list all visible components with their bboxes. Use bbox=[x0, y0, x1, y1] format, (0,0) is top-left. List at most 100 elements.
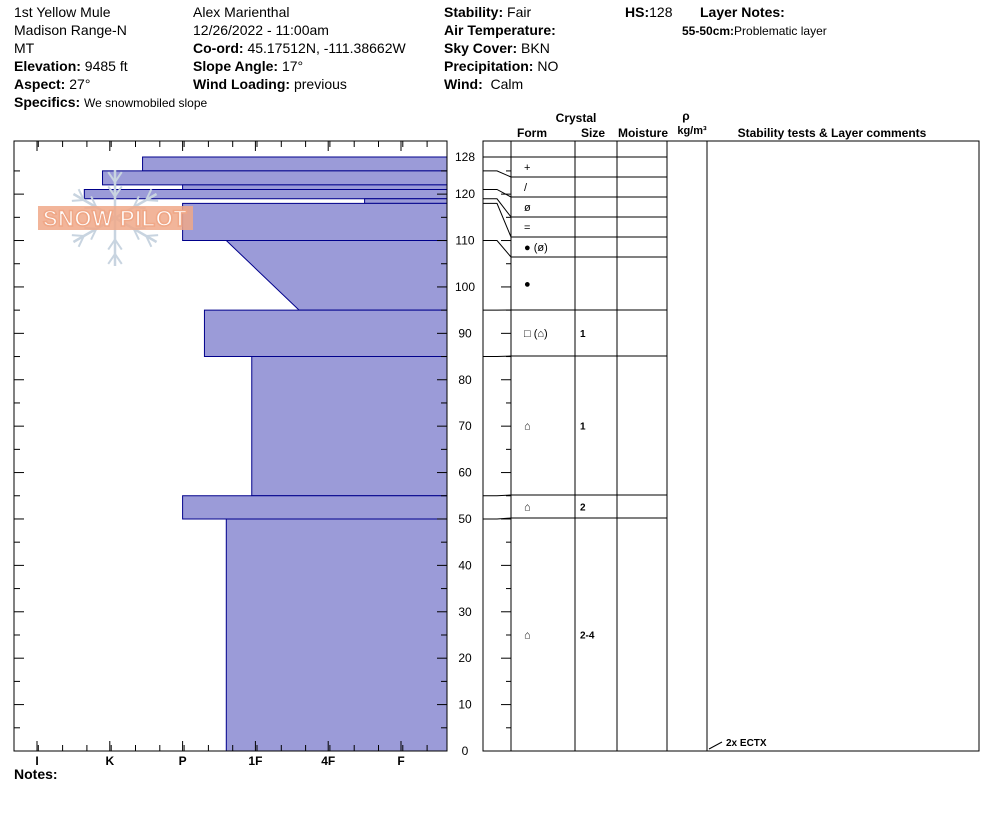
size-header: Size bbox=[581, 126, 605, 140]
height-tick-label: 10 bbox=[458, 698, 472, 712]
layer-form: ⌂ bbox=[524, 421, 531, 433]
state-name: MT bbox=[14, 40, 35, 56]
height-tick-label: 0 bbox=[462, 744, 469, 758]
hardness-layer-5 bbox=[182, 202, 448, 242]
hardness-layer-0 bbox=[142, 156, 448, 172]
flake-branch bbox=[90, 195, 98, 208]
layer-form: = bbox=[524, 222, 530, 234]
hardness-tick-label: 1F bbox=[248, 754, 262, 768]
layer-form: □ (⌂) bbox=[524, 328, 548, 340]
hardness-layer-9 bbox=[182, 495, 448, 520]
layer-connector bbox=[483, 355, 512, 358]
height-tick-label: 100 bbox=[455, 280, 475, 294]
rho-header: ρ bbox=[682, 109, 689, 123]
layer-connector bbox=[483, 198, 512, 218]
observation-datetime: 12/26/2022 - 11:00am bbox=[193, 22, 329, 38]
layer-rows: + / ø = ● (ø) ● □ (⌂) 1 ⌂ 1 ⌂ 2 ⌂ 2-4 bbox=[483, 156, 667, 752]
hardness-axis: I K P 1F 4F F bbox=[13, 141, 428, 768]
logo-text: SNOW PILOT bbox=[43, 206, 187, 231]
stability-field: Stability: Fair bbox=[444, 4, 532, 20]
wind-field: Wind: Calm bbox=[444, 76, 524, 92]
height-tick-label: 20 bbox=[458, 651, 472, 665]
table-frame bbox=[482, 140, 980, 752]
observer-name: Alex Marienthal bbox=[193, 4, 290, 20]
hardness-tick-label: F bbox=[397, 754, 404, 768]
height-tick-label: 80 bbox=[458, 373, 472, 387]
layer-connector bbox=[483, 170, 512, 178]
moisture-header: Moisture bbox=[618, 126, 668, 140]
flake-branch bbox=[77, 235, 85, 248]
flake-branch bbox=[71, 199, 84, 202]
snowflake-icon bbox=[38, 170, 193, 266]
flake-branch bbox=[146, 234, 159, 237]
hardness-tick-label: I bbox=[35, 754, 38, 768]
snowpilot-logo: SNOW PILOT bbox=[38, 170, 193, 266]
air-temp-field: Air Temperature: bbox=[444, 22, 556, 38]
flake-branch bbox=[107, 239, 116, 251]
flake-branch bbox=[77, 188, 85, 201]
layer-note: 55-50cm:Problematic layer bbox=[682, 24, 827, 38]
layer-size: 1 bbox=[580, 329, 586, 340]
layer-connector bbox=[483, 517, 512, 520]
hardness-layer-10 bbox=[225, 518, 448, 752]
layer-notes-title: Layer Notes: bbox=[700, 4, 785, 20]
height-tick-label: 40 bbox=[458, 558, 472, 572]
flake-branch bbox=[71, 234, 84, 237]
stability-test-label: 2x ECTX bbox=[726, 738, 767, 749]
height-tick-label: 60 bbox=[458, 466, 472, 480]
flake-branch bbox=[107, 171, 116, 183]
stability-test-pointer bbox=[708, 741, 723, 750]
hardness-tick-label: 4F bbox=[321, 754, 335, 768]
hardness-layer-2 bbox=[182, 184, 448, 190]
density-unit-header: kg/m³ bbox=[677, 125, 707, 137]
hs-field: HS:128 bbox=[625, 4, 673, 20]
conditions-info: Stability: Fair Air Temperature: Sky Cov… bbox=[444, 3, 558, 93]
height-tick-label: 70 bbox=[458, 419, 472, 433]
hardness-layer-6 bbox=[225, 240, 448, 311]
height-tick-label: 128 bbox=[455, 150, 475, 164]
stability-tests: 2x ECTX bbox=[708, 738, 767, 750]
layer-connector bbox=[483, 240, 512, 258]
flake-branch bbox=[114, 239, 123, 251]
layer-form: / bbox=[524, 182, 528, 194]
flake-branch bbox=[107, 253, 116, 265]
crystal-header: Crystal bbox=[556, 111, 597, 125]
flake-branch bbox=[114, 171, 123, 183]
layer-size: 2 bbox=[580, 503, 586, 514]
site-name: 1st Yellow Mule bbox=[14, 4, 111, 20]
layer-form: ● (ø) bbox=[524, 242, 548, 254]
hardness-profile bbox=[83, 156, 448, 752]
logo-band bbox=[38, 206, 193, 230]
layer-size: 2-4 bbox=[580, 631, 595, 642]
elevation-field: Elevation: 9485 ft bbox=[14, 58, 128, 74]
layer-size: 1 bbox=[580, 422, 586, 433]
layer-table: Crystal Form Size Moisture ρ kg/m³ Stabi… bbox=[482, 109, 980, 752]
flake-branch bbox=[146, 199, 159, 202]
layer-connector bbox=[483, 494, 512, 497]
height-tick-label: 120 bbox=[455, 187, 475, 201]
comments-header: Stability tests & Layer comments bbox=[738, 126, 927, 140]
height-axis: 0 10 20 30 40 50 60 70 80 90 100 110 120 128 bbox=[14, 150, 475, 758]
hardness-layer-1 bbox=[102, 170, 448, 186]
height-tick-label: 110 bbox=[455, 234, 474, 248]
observation-info: Alex Marienthal 12/26/2022 - 11:00am Co-… bbox=[193, 3, 406, 93]
table-left-ticks bbox=[501, 170, 511, 752]
hardness-tick-label: K bbox=[105, 754, 114, 768]
precipitation-field: Precipitation: NO bbox=[444, 58, 559, 74]
flake-branch bbox=[90, 228, 98, 241]
layer-form: + bbox=[524, 162, 530, 174]
flake-branch bbox=[132, 195, 140, 208]
flake-branch bbox=[132, 228, 140, 241]
profile-frame bbox=[13, 140, 448, 752]
hardness-layer-4 bbox=[364, 198, 448, 204]
flake-branch bbox=[145, 235, 153, 248]
notes-field: Notes: bbox=[14, 766, 58, 782]
flake-branch bbox=[107, 185, 116, 197]
site-info: 1st Yellow Mule Madison Range-N MT Eleva… bbox=[14, 3, 210, 112]
layer-form: ø bbox=[524, 202, 531, 214]
slope-angle-field: Slope Angle: 17° bbox=[193, 58, 304, 74]
height-tick-label: 30 bbox=[458, 605, 472, 619]
layer-connector bbox=[483, 188, 512, 198]
height-tick-label: 90 bbox=[458, 326, 472, 340]
